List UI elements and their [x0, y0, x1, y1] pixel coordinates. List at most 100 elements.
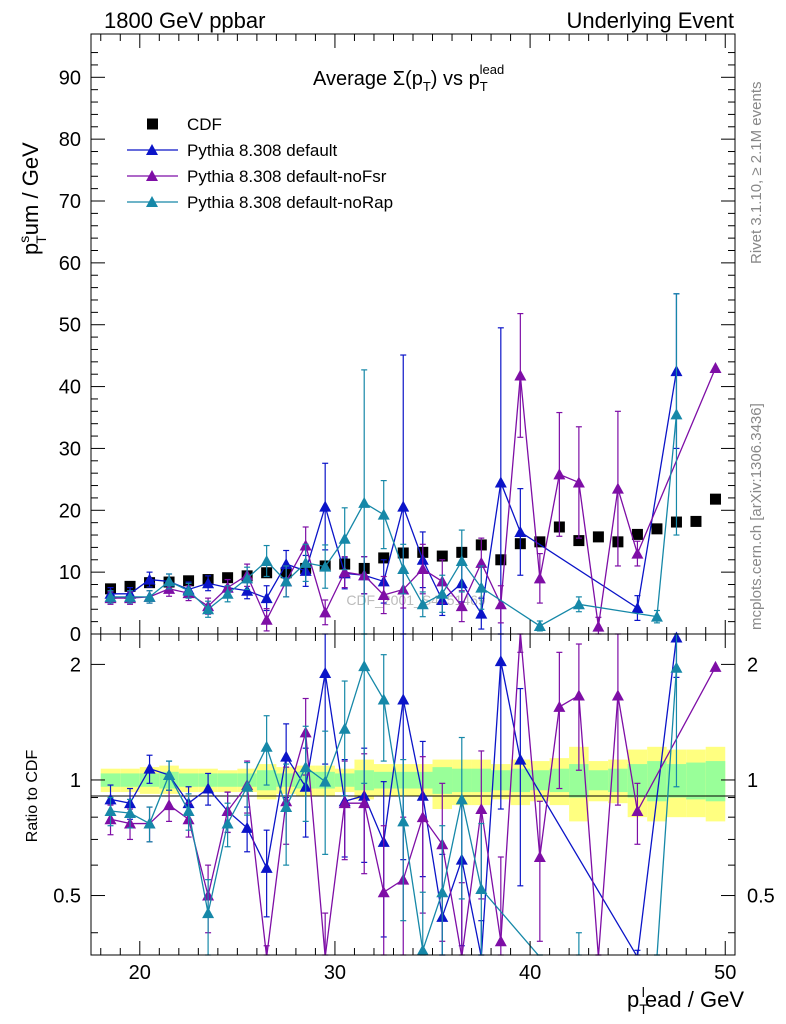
pythia-8-308-default-ratio-point — [202, 782, 215, 794]
x-tick-label: 30 — [324, 962, 346, 984]
pythia-8-308-default-point — [202, 577, 215, 589]
ratio-tick-label-left: 2 — [70, 654, 81, 676]
y-tick-label: 10 — [59, 562, 81, 584]
cdf-point — [436, 550, 448, 562]
pythia-8-308-default-nofsr-ratio-point — [631, 805, 644, 817]
pythia-8-308-default-nofsr-ratio-point — [416, 811, 429, 823]
pythia-8-308-default-norap-point — [650, 610, 663, 622]
header-left: 1800 GeV ppbar — [104, 8, 265, 33]
legend-marker — [146, 196, 158, 207]
pythia-8-308-default-nofsr-ratio-point — [494, 935, 507, 947]
cdf-point — [573, 535, 585, 547]
pythia-8-308-default-norap-point — [104, 590, 117, 602]
pythia-8-308-default-norap-ratio-point — [202, 907, 215, 919]
xlabel-main: p — [627, 987, 639, 1012]
legend-marker — [146, 170, 158, 181]
title-sub: T — [423, 79, 431, 94]
pythia-8-308-default-point — [475, 607, 488, 619]
pythia-8-308-default-nofsr-ratio-point — [709, 660, 722, 672]
pythia-8-308-default-norap-ratio-point — [670, 661, 683, 673]
pythia-8-308-default-nofsr-ratio-point — [338, 797, 351, 809]
title-mid: ) vs p — [431, 68, 480, 90]
pythia-8-308-default-norap-point — [377, 508, 390, 520]
pythia-8-308-default-norap-ratio-point — [338, 722, 351, 734]
pythia-8-308-default-norap-ratio-point — [455, 793, 468, 805]
y-tick-label: 60 — [59, 253, 81, 275]
ratio-bands — [100, 746, 726, 822]
band-inner — [627, 764, 648, 798]
pythia-8-308-default-nofsr-point — [514, 369, 527, 381]
main-ticks: 0 10 20 30 40 50 60 70 80 90 — [59, 34, 735, 646]
pythia-8-308-default-norap-ratio-point — [260, 740, 273, 752]
y-tick-label: 0 — [70, 624, 81, 646]
pythia-8-308-default-nofsr-point — [319, 606, 332, 618]
pythia-8-308-default-norap-point — [455, 555, 468, 567]
pythia-8-308-default-norap-point — [260, 555, 273, 567]
pythia-8-308-default-nofsr-ratio-point — [611, 689, 624, 701]
xlabel-sub: T — [639, 1001, 648, 1017]
title-sup2: lead — [480, 62, 505, 77]
cdf-point — [534, 536, 546, 548]
title-text: Average Σ(p — [313, 68, 423, 90]
pythia-8-308-default-nofsr-ratio-point — [533, 850, 546, 862]
pythia-8-308-default-nofsr-point — [494, 598, 507, 610]
x-tick-label: 40 — [519, 962, 541, 984]
mcplots-label: mcplots.cern.ch [arXiv:1306.3436] — [748, 403, 765, 630]
pythia-8-308-default-point — [143, 573, 156, 585]
pythia-8-308-default-nofsr-point — [631, 547, 644, 559]
pythia-8-308-default-norap-ratio-point — [182, 805, 195, 817]
pythia-8-308-default-norap-point — [319, 560, 332, 572]
ratio-ticks: 0.5 0.5 1 1 2 2 — [53, 634, 775, 955]
pythia-8-308-default-ratio-line — [110, 637, 678, 955]
pythia-8-308-default-norap-point — [358, 496, 371, 508]
band-inner — [373, 771, 394, 789]
plot-title: Average Σ(pT) vs pTlead — [313, 62, 504, 94]
band-inner — [705, 761, 726, 802]
pythia-8-308-default-nofsr-point — [572, 476, 585, 488]
pythia-8-308-default-ratio-point — [280, 750, 293, 762]
ylabel-sub: T — [33, 235, 49, 244]
pythia-8-308-default-norap-point — [299, 556, 312, 568]
pythia-8-308-default-ratio-point — [260, 861, 273, 873]
ylabel-main: p — [18, 243, 43, 255]
pythia-8-308-default-norap-ratio-point — [280, 801, 293, 813]
pythia-8-308-default-nofsr-point — [553, 468, 566, 480]
pythia-8-308-default-ratio-point — [494, 655, 507, 667]
legend: CDF Pythia 8.308 default Pythia 8.308 defa… — [127, 115, 393, 212]
pythia-8-308-default-point — [514, 525, 527, 537]
pythia-8-308-default-nofsr-point — [533, 572, 546, 584]
pythia-8-308-default-norap-ratio-point — [475, 882, 488, 894]
x-axis-label: pTlead / GeV — [627, 984, 744, 1017]
cdf-point — [124, 580, 136, 592]
x-axis: 20 30 40 50 — [129, 962, 737, 984]
pythia-8-308-default-norap-point — [221, 587, 234, 599]
title-sub2: T — [480, 79, 488, 94]
y-tick-label: 80 — [59, 129, 81, 151]
pythia-8-308-default-norap-ratio-point — [377, 693, 390, 705]
legend-marker — [146, 144, 158, 155]
pythia-8-308-default-point — [241, 584, 254, 596]
xlabel-sup: l — [642, 984, 645, 1000]
ratio-y-label: Ratio to CDF — [24, 750, 41, 843]
band-inner — [432, 767, 453, 794]
cdf-point — [709, 493, 721, 505]
pythia-8-308-default-point — [631, 602, 644, 614]
cdf-point — [631, 528, 643, 540]
pythia-8-308-default-nofsr-point — [377, 589, 390, 601]
pythia-8-308-default-nofsr-point — [455, 600, 468, 612]
pythia-8-308-default-norap-ratio-point — [143, 817, 156, 829]
pythia-8-308-default-nofsr-ratio-point — [572, 689, 585, 701]
xlabel-rest: ead / GeV — [645, 987, 744, 1012]
pythia-8-308-default-norap-ratio-point — [416, 944, 429, 956]
pythia-8-308-default-ratio-point — [514, 753, 527, 765]
pythia-8-308-default-norap-ratio-point — [436, 886, 449, 898]
pythia-8-308-default-norap-ratio-point — [397, 815, 410, 827]
cdf-point — [690, 515, 702, 527]
pythia-8-308-default-point — [494, 476, 507, 488]
pythia-8-308-default-point — [260, 592, 273, 604]
y-axis-label: psTum / GeV — [16, 142, 49, 255]
y-tick-label: 50 — [59, 315, 81, 337]
pythia-8-308-default-nofsr-point — [475, 556, 488, 568]
